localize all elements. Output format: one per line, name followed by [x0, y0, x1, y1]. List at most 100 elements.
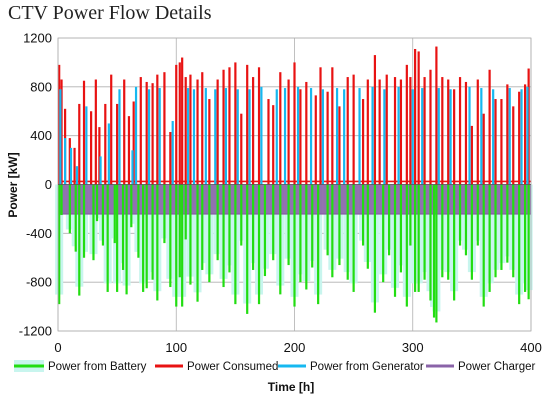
- consumed-bar-58: [399, 79, 403, 185]
- generator-bar-5: [99, 156, 102, 185]
- consumed-bar-52: [361, 99, 365, 185]
- battery-bar-43: [299, 184, 302, 283]
- battery-bar-8: [101, 184, 105, 246]
- generator-bar-37: [480, 88, 483, 185]
- consumed-bar-19: [156, 74, 159, 185]
- battery-bar-59: [405, 184, 408, 307]
- generator-bar-11: [158, 88, 161, 185]
- consumed-bar-41: [287, 79, 290, 185]
- battery-bar-6: [92, 184, 95, 261]
- generator-bar-27: [343, 89, 346, 185]
- consumed-bar-29: [208, 99, 211, 185]
- consumed-bar-40: [279, 72, 282, 185]
- battery-bar-14: [130, 184, 133, 228]
- battery-bar-52: [361, 184, 365, 246]
- generator-bar-30: [383, 89, 386, 185]
- battery-bar-18: [151, 184, 154, 280]
- x-tick-label-3: 300: [402, 340, 424, 355]
- consumed-bar-1: [60, 79, 63, 185]
- consumed-bar-0: [58, 64, 61, 185]
- series-power-from-generator: [59, 86, 529, 185]
- consumed-bar-48: [331, 67, 334, 185]
- battery-bar-41: [287, 184, 290, 266]
- consumed-bar-3: [68, 138, 71, 185]
- battery-bar-2: [68, 184, 71, 234]
- battery-bar-63: [423, 184, 426, 280]
- consumed-bar-74: [488, 69, 491, 185]
- consumed-bar-39: [272, 105, 275, 185]
- generator-bar-15: [204, 88, 207, 185]
- battery-bar-36: [252, 184, 255, 270]
- battery-bar-74: [482, 184, 485, 307]
- consumed-bar-53: [366, 79, 369, 185]
- battery-bar-9: [106, 184, 109, 292]
- legend-swatch-charger: [426, 364, 454, 368]
- x-tick-label-4: 400: [520, 340, 542, 355]
- x-tick-label-2: 200: [284, 340, 306, 355]
- battery-bar-27: [196, 184, 199, 302]
- consumed-bar-75: [494, 99, 497, 185]
- consumed-bar-63: [423, 77, 426, 185]
- generator-bar-13: [186, 88, 190, 185]
- battery-bar-42: [293, 184, 296, 307]
- y-tick-label-6: -1200: [19, 324, 52, 339]
- consumed-bar-61: [414, 48, 417, 185]
- consumed-bar-12: [116, 103, 119, 185]
- battery-bar-28: [201, 184, 204, 270]
- consumed-bar-71: [470, 125, 473, 185]
- consumed-bar-47: [326, 91, 329, 185]
- generator-bar-16: [214, 89, 217, 185]
- consumed-bar-69: [458, 77, 462, 185]
- consumed-bar-20: [163, 72, 166, 185]
- generator-bar-19: [248, 89, 251, 185]
- y-tick-label-0: 1200: [23, 31, 52, 46]
- consumed-bar-67: [447, 79, 450, 185]
- battery-bar-65: [432, 184, 436, 318]
- battery-bar-58: [399, 184, 403, 273]
- consumed-bar-32: [228, 67, 231, 185]
- battery-bar-38: [263, 184, 267, 277]
- consumed-bar-49: [338, 106, 341, 185]
- battery-bar-23: [178, 184, 181, 278]
- consumed-bar-11: [110, 74, 113, 185]
- y-tick-label-1: 800: [30, 79, 52, 94]
- consumed-bar-64: [429, 69, 432, 185]
- consumed-bar-60: [409, 77, 412, 185]
- battery-bar-17: [145, 184, 148, 289]
- battery-bar-61: [414, 184, 417, 292]
- consumed-bar-78: [512, 106, 515, 185]
- generator-bar-0: [59, 89, 62, 185]
- battery-bar-81: [523, 184, 527, 292]
- series-power-from-battery: [58, 184, 530, 323]
- y-axis-title: Power [kW]: [6, 152, 20, 217]
- battery-bar-73: [476, 184, 479, 246]
- battery-bar-68: [447, 184, 450, 280]
- battery-bar-53: [366, 184, 369, 269]
- battery-bar-30: [216, 184, 219, 261]
- generator-bar-28: [358, 88, 361, 185]
- consumed-bar-43: [299, 89, 302, 185]
- generator-bar-34: [437, 88, 440, 185]
- legend-label-charger: Power Charger: [458, 361, 536, 373]
- battery-bar-7: [95, 184, 99, 222]
- series-power-consumed: [58, 46, 531, 185]
- legend-label-consumed: Power Consumed: [187, 361, 278, 373]
- consumed-bar-54: [373, 55, 377, 185]
- battery-bar-5: [82, 184, 86, 258]
- generator-bar-39: [508, 88, 511, 185]
- battery-bar-21: [169, 184, 172, 288]
- battery-bar-26: [189, 184, 192, 285]
- battery-bar-54: [373, 184, 377, 313]
- generator-bar-2: [69, 147, 73, 185]
- consumed-bar-46: [319, 67, 322, 185]
- consumed-bar-80: [523, 84, 527, 185]
- chart-title: CTV Power Flow Details: [8, 2, 212, 24]
- battery-bar-32: [228, 184, 231, 273]
- battery-bar-46: [317, 184, 320, 305]
- consumed-bar-7: [90, 111, 93, 185]
- consumed-bar-72: [476, 79, 479, 185]
- generator-bar-36: [468, 86, 471, 185]
- consumed-bar-13: [123, 79, 126, 185]
- battery-bar-0: [58, 184, 61, 305]
- consumed-bar-45: [314, 95, 317, 185]
